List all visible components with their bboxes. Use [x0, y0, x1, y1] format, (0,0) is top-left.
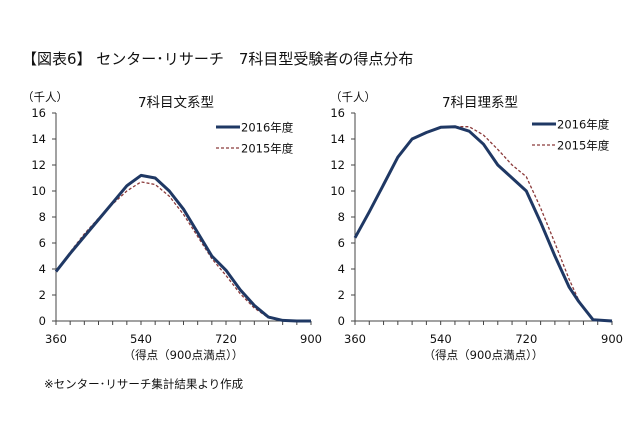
x-tick-label: 720 — [215, 332, 237, 346]
y-tick-label: 16 — [330, 106, 345, 120]
chart-title: 7科目文系型 — [138, 95, 214, 111]
y-tick-label: 4 — [39, 262, 46, 276]
y-tick-label: 6 — [39, 236, 46, 250]
y-tick-label: 0 — [39, 314, 46, 328]
legend-label: 2016年度 — [557, 118, 610, 132]
series-line-2016年度 — [54, 173, 311, 323]
x-axis-label: （得点（900点満点）） — [424, 348, 544, 362]
chart-2: 7科目理系型 （千人） （得点（900点満点）） 0 2 4 6 8 10 12 14 16 360 54… — [330, 90, 623, 362]
chart-1: 7科目文系型 （千人） （得点（900点満点）） 0 2 4 6 8 10 12 14 16 360 54… — [22, 90, 322, 362]
legend-label: 2016年度 — [241, 121, 294, 135]
figure-title: 【図表6】 センター･リサーチ 7科目型受験者の得点分布 — [22, 50, 413, 68]
y-tick-label: 12 — [31, 158, 46, 172]
y-tick-label: 12 — [330, 158, 345, 172]
y-tick-label: 6 — [338, 236, 345, 250]
y-tick-label: 8 — [39, 210, 46, 224]
y-tick-label: 8 — [338, 210, 345, 224]
series-line-2015年度 — [55, 181, 311, 322]
y-tick-label: 2 — [39, 288, 46, 302]
y-tick-label: 14 — [330, 132, 345, 146]
x-tick-label: 540 — [430, 332, 452, 346]
x-tick-label: 720 — [515, 332, 537, 346]
x-tick-label: 360 — [45, 332, 67, 346]
x-tick-label: 540 — [130, 332, 152, 346]
y-tick-label: 10 — [31, 184, 46, 198]
x-tick-label: 360 — [344, 332, 366, 346]
x-tick-label: 900 — [300, 332, 322, 346]
y-tick-label: 10 — [330, 184, 345, 198]
y-axis-unit-label: （千人） — [22, 90, 68, 104]
y-tick-label: 2 — [338, 288, 345, 302]
x-axis-label: （得点（900点満点）） — [124, 348, 244, 362]
source-note: ※センター･リサーチ集計結果より作成 — [44, 377, 244, 391]
legend-label: 2015年度 — [557, 139, 610, 153]
legend-label: 2015年度 — [241, 142, 294, 156]
series-line-2016年度 — [353, 125, 613, 323]
y-tick-label: 16 — [31, 106, 46, 120]
x-tick-label: 900 — [601, 332, 623, 346]
y-tick-label: 4 — [338, 262, 345, 276]
y-tick-label: 14 — [31, 132, 46, 146]
y-axis-unit-label: （千人） — [330, 90, 376, 104]
y-tick-label: 0 — [338, 314, 345, 328]
chart-title: 7科目理系型 — [442, 95, 518, 111]
